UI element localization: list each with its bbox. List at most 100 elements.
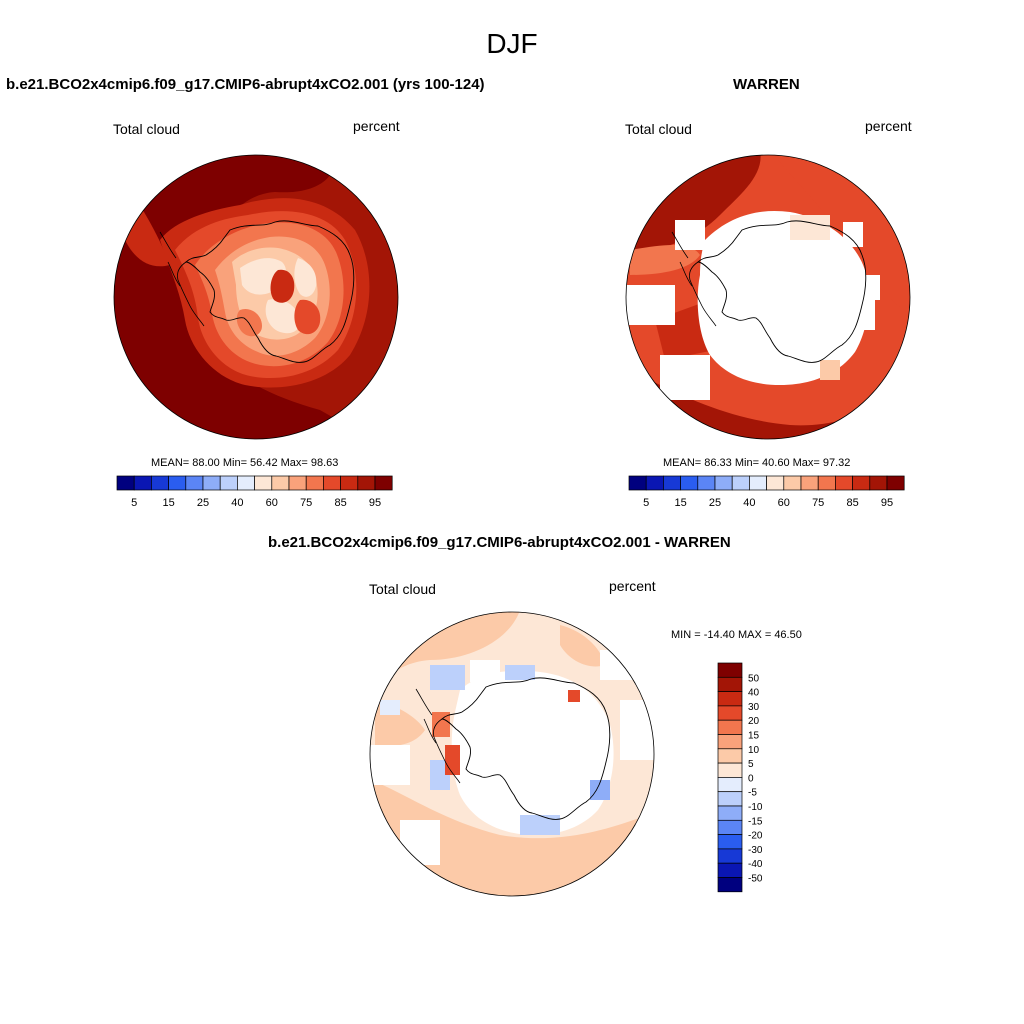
colorbar-tick-label: 15 (674, 497, 686, 509)
map3-field-region (520, 815, 560, 835)
colorbar-tick-label: 85 (334, 497, 346, 509)
panel1-stats: MEAN= 88.00 Min= 56.42 Max= 98.63 (151, 457, 339, 469)
colorbar-swatch (271, 475, 290, 491)
colorbar-tick-label: 0 (748, 773, 754, 784)
map1-field-region (190, 155, 336, 222)
map3-border (369, 611, 655, 897)
colorbar-swatch (288, 475, 307, 491)
map2-missing-block (720, 330, 750, 360)
colorbar-tick-label: 30 (748, 702, 760, 713)
colorbar-swatch (340, 475, 359, 491)
panel2-units-label: percent (865, 118, 912, 134)
map1-peninsula-coast (177, 261, 205, 327)
map2-coastline (696, 220, 867, 363)
map1-field-region (265, 298, 301, 334)
panel2-variable-label: Total cloud (625, 121, 692, 137)
colorbar-swatch (717, 877, 743, 893)
colorbar-swatch (237, 475, 255, 491)
map2-field-region (630, 245, 700, 275)
map1-border (113, 154, 399, 440)
colorbar-swatch (717, 748, 743, 764)
colorbar-swatch (374, 475, 393, 491)
map3-coastline (440, 677, 611, 820)
panel1-units-label: percent (353, 118, 400, 134)
colorbar-swatch (783, 475, 802, 491)
panel3-variable-label: Total cloud (369, 581, 436, 597)
panel2-stats: MEAN= 86.33 Min= 40.60 Max= 97.32 (663, 457, 851, 469)
colorbar-tick-label: 60 (266, 497, 278, 509)
map3-peninsula-coast (433, 718, 461, 784)
map2-field-region (820, 360, 840, 380)
colorbar-tick-label: 95 (369, 497, 381, 509)
colorbar-swatch (800, 475, 819, 491)
map2-field-region (790, 215, 830, 240)
panel1-title: b.e21.BCO2x4cmip6.f09_g17.CMIP6-abrupt4x… (6, 76, 485, 93)
colorbar-swatch (645, 475, 664, 491)
colorbar-tick-label: -40 (748, 859, 763, 870)
colorbar-swatch (133, 475, 152, 491)
panel3-title: b.e21.BCO2x4cmip6.f09_g17.CMIP6-abrupt4x… (268, 534, 731, 551)
map1-field-region (294, 258, 317, 297)
colorbar-swatch (202, 475, 221, 491)
map3-missing-region (451, 670, 614, 835)
map3-field-region (568, 690, 580, 702)
map3-missing-block (470, 660, 500, 682)
map2-missing-block (735, 225, 750, 250)
map1-coastline (184, 220, 355, 363)
colorbar-swatch (817, 475, 836, 491)
colorbar-tick-label: 95 (881, 497, 893, 509)
colorbar-swatch (766, 475, 785, 491)
colorbar-tick-label: 10 (748, 745, 760, 756)
panel2-colorbar: 5 15 25 40 60 75 85 95 (628, 475, 905, 509)
colorbar-tick-label: 15 (162, 497, 174, 509)
map3-field-region (432, 712, 450, 737)
colorbar-swatch (717, 834, 743, 850)
colorbar-swatch (731, 475, 750, 491)
map2-missing-block (660, 355, 710, 400)
map1-south-america-coast (159, 231, 181, 287)
map1-field-region (294, 299, 321, 335)
colorbar-swatch (717, 777, 743, 793)
map3-missing-block (370, 745, 410, 785)
colorbar-swatch (628, 475, 647, 491)
colorbar-tick-label: 5 (748, 759, 754, 770)
colorbar-tick-label: 85 (846, 497, 858, 509)
panel1-variable-label: Total cloud (113, 121, 180, 137)
map1-field-region (236, 308, 262, 337)
map2-peninsula-coast (689, 261, 717, 327)
colorbar-swatch (219, 475, 238, 491)
colorbar-swatch (305, 475, 324, 491)
colorbar-tick-label: 5 (643, 497, 649, 509)
colorbar-swatch (151, 475, 169, 491)
colorbar-tick-label: 25 (197, 497, 209, 509)
colorbar-swatch (869, 475, 888, 491)
map3-missing-block (400, 820, 440, 865)
colorbar-tick-label: 40 (743, 497, 755, 509)
panel3-stats: MIN = -14.40 MAX = 46.50 (671, 629, 802, 641)
colorbar-swatch (717, 734, 743, 750)
figure-title: DJF (486, 28, 538, 59)
map1-field-region (270, 269, 295, 303)
colorbar-tick-label: 20 (748, 716, 760, 727)
colorbar-tick-label: 40 (748, 688, 760, 699)
colorbar-swatch (663, 475, 681, 491)
panel2-title: WARREN (733, 76, 800, 93)
colorbar-swatch (717, 862, 743, 878)
colorbar-swatch (680, 475, 699, 491)
colorbar-tick-label: -15 (748, 816, 763, 827)
map3-field-region (445, 745, 460, 775)
colorbar-swatch (717, 705, 743, 721)
colorbar-tick-label: -10 (748, 802, 763, 813)
colorbar-swatch (714, 475, 733, 491)
map3-field-region (590, 780, 610, 800)
colorbar-tick-label: 40 (231, 497, 243, 509)
colorbar-swatch (185, 475, 204, 491)
colorbar-swatch (717, 819, 743, 835)
colorbar-tick-label: 75 (300, 497, 312, 509)
colorbar-tick-label: 5 (131, 497, 137, 509)
panel3-units-label: percent (609, 578, 656, 594)
colorbar-tick-label: -20 (748, 831, 763, 842)
